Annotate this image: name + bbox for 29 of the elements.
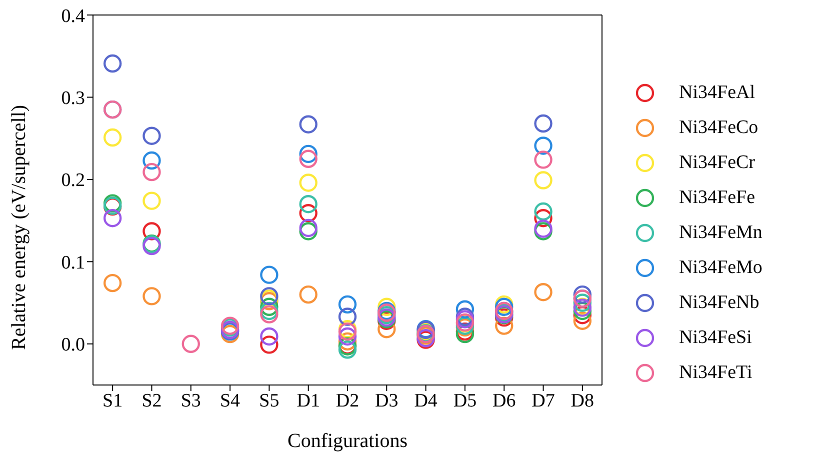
x-tick-label: D7 xyxy=(532,390,555,412)
legend-label: Ni34FeCr xyxy=(679,152,755,174)
x-tick-label: S2 xyxy=(142,390,162,412)
y-tick-label: 0.0 xyxy=(61,334,85,356)
legend-label: Ni34FeSi xyxy=(679,326,752,348)
x-tick-label: D4 xyxy=(414,390,438,412)
x-tick-label: D1 xyxy=(296,390,320,412)
x-tick-label: D5 xyxy=(453,390,477,412)
x-tick-label: D2 xyxy=(336,390,360,412)
legend-label: Ni34FeNb xyxy=(679,292,760,314)
x-tick-label: D6 xyxy=(492,390,516,412)
x-tick-label: D3 xyxy=(375,390,398,412)
y-tick-label: 0.1 xyxy=(61,252,85,274)
y-tick-label: 0.2 xyxy=(61,170,85,192)
legend-label: Ni34FeCo xyxy=(679,116,758,138)
y-tick-label: 0.4 xyxy=(61,6,86,27)
legend-label: Ni34FeMo xyxy=(679,256,762,278)
x-tick-label: S5 xyxy=(259,390,280,412)
x-axis-title: Configurations xyxy=(288,430,408,452)
y-tick-label: 0.3 xyxy=(61,88,85,109)
legend-label: Ni34FeFe xyxy=(679,186,755,208)
x-tick-label: S1 xyxy=(102,390,123,412)
y-axis-title: Relative energy (eV/supercell) xyxy=(8,104,30,350)
legend-label: Ni34FeMn xyxy=(679,222,762,244)
x-tick-label: S3 xyxy=(180,390,201,412)
legend-label: Ni34FeTi xyxy=(679,362,752,384)
legend-label: Ni34FeAl xyxy=(679,82,755,104)
x-tick-label: D8 xyxy=(570,390,594,412)
x-tick-label: S4 xyxy=(220,390,241,412)
